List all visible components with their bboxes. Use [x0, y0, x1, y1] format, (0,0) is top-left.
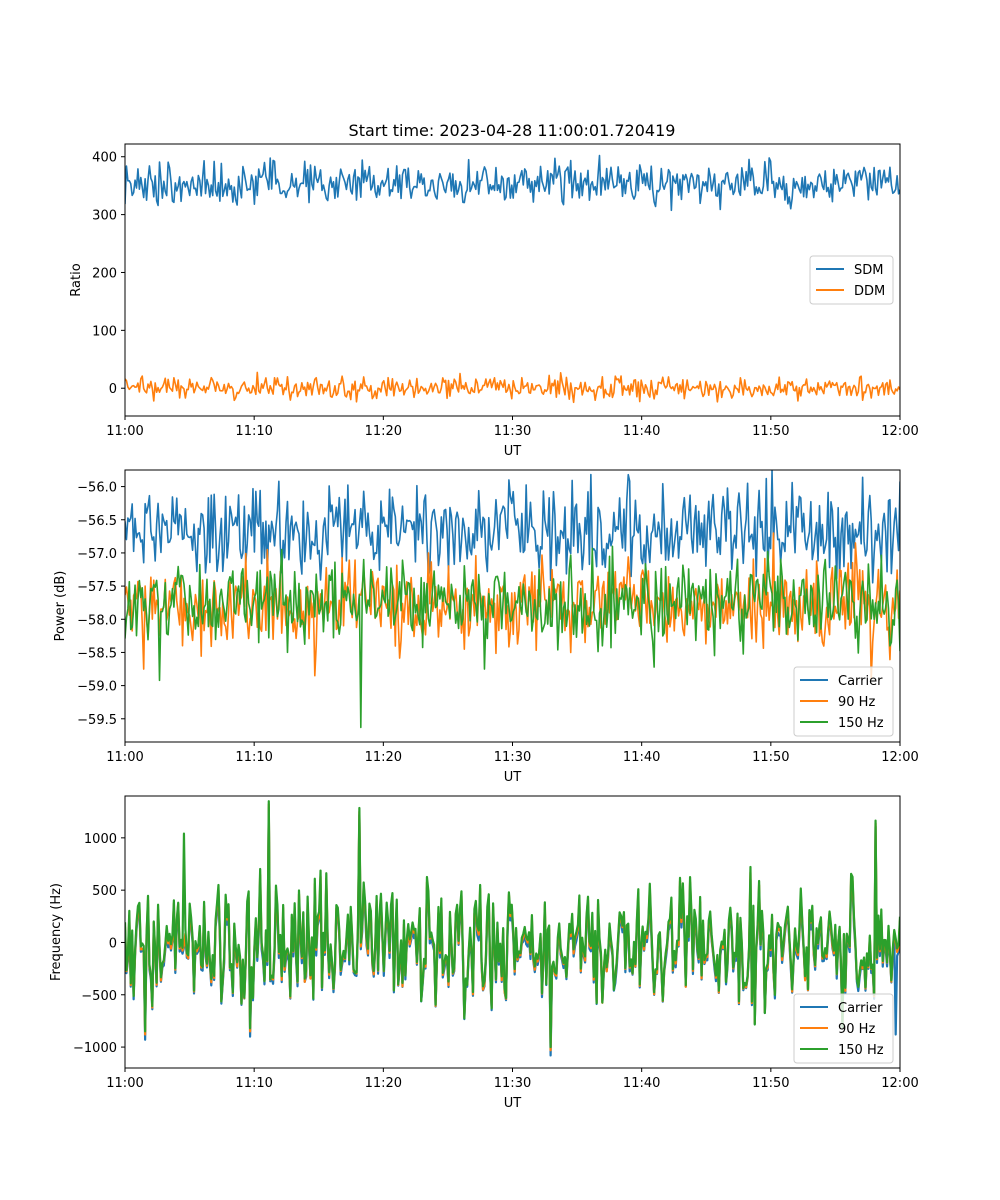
y-tick-label: 1000 — [84, 832, 117, 847]
x-tick-label: 11:50 — [752, 1076, 789, 1091]
plot-area-1 — [125, 154, 900, 404]
chart-panel-2: 11:00 11:10 11:20 11:30 11:40 11:50 12:00 UT −56… — [53, 469, 919, 785]
x-tick-label: 11:10 — [235, 1076, 272, 1091]
x-tick-label: 11:40 — [623, 1076, 660, 1091]
x-tick-label: 11:10 — [235, 750, 272, 765]
x-tick-label: 11:00 — [106, 424, 143, 439]
x-tick-label: 11:30 — [494, 424, 531, 439]
y-tick-label: 0 — [109, 936, 117, 951]
x-tick-label: 12:00 — [881, 1076, 918, 1091]
x-tick-label: 12:00 — [881, 750, 918, 765]
plot-area-2 — [125, 470, 900, 729]
legend-entry: 150 Hz — [838, 1043, 884, 1058]
y-tick-label: −56.0 — [77, 481, 117, 496]
y-tick-label: −1000 — [73, 1041, 117, 1056]
x-tick-label: 11:40 — [623, 424, 660, 439]
y-axis-label: Power (dB) — [53, 571, 68, 642]
legend-entry: 150 Hz — [838, 716, 884, 731]
legend-entry: 90 Hz — [838, 695, 875, 710]
x-tick-label: 11:50 — [752, 750, 789, 765]
legend: SDM DDM — [809, 255, 894, 305]
legend-entry: 90 Hz — [838, 1022, 875, 1037]
y-tick-label: 400 — [92, 151, 117, 166]
legend-entry: SDM — [854, 263, 883, 278]
x-tick-label: 11:00 — [106, 750, 143, 765]
y-tick-label: −500 — [81, 989, 117, 1004]
x-tick-label: 11:30 — [494, 750, 531, 765]
y-tick-label: −57.0 — [77, 547, 117, 562]
y-tick-label: −58.0 — [77, 613, 117, 628]
chart-panel-3: 11:00 11:10 11:20 11:30 11:40 11:50 12:00 UT 100… — [49, 795, 919, 1111]
y-tick-label: −56.5 — [77, 514, 117, 529]
x-tick-label: 11:10 — [235, 424, 272, 439]
y-axis-label: Ratio — [69, 263, 84, 296]
chart-panel-1: 11:00 11:10 11:20 11:30 11:40 11:50 12:00 UT 0 10… — [69, 143, 919, 459]
x-tick-label: 12:00 — [881, 424, 918, 439]
legend-box — [793, 666, 894, 737]
x-tick-label: 11:20 — [365, 1076, 402, 1091]
legend: Carrier 90 Hz 150 Hz — [793, 666, 894, 737]
series-line-150-hz — [125, 545, 900, 729]
series-line-carrier — [125, 470, 900, 584]
x-tick-label: 11:30 — [494, 1076, 531, 1091]
x-tick-label: 11:20 — [365, 750, 402, 765]
series-line-150-hz — [125, 800, 900, 1049]
y-tick-label: 200 — [92, 266, 117, 281]
legend-entry: Carrier — [838, 674, 883, 689]
legend-entry: DDM — [854, 284, 885, 299]
x-axis-label: UT — [504, 1096, 522, 1111]
legend: Carrier 90 Hz 150 Hz — [793, 993, 894, 1064]
y-tick-label: 100 — [92, 324, 117, 339]
series-line-sdm — [125, 154, 900, 212]
x-tick-label: 11:50 — [752, 424, 789, 439]
y-tick-label: 0 — [109, 382, 117, 397]
x-tick-label: 11:20 — [365, 424, 402, 439]
y-tick-label: −57.5 — [77, 580, 117, 595]
y-tick-label: 300 — [92, 209, 117, 224]
legend-box — [793, 993, 894, 1064]
figure-title: Start time: 2023-04-28 11:00:01.720419 — [349, 121, 676, 140]
x-tick-label: 11:40 — [623, 750, 660, 765]
y-axis-label: Frequency (Hz) — [49, 883, 64, 981]
y-tick-label: −59.5 — [77, 713, 117, 728]
series-line-ddm — [125, 371, 900, 404]
y-tick-label: −59.0 — [77, 680, 117, 695]
plot-area-3 — [125, 800, 900, 1057]
x-tick-label: 11:00 — [106, 1076, 143, 1091]
y-tick-label: −58.5 — [77, 646, 117, 661]
y-tick-label: 500 — [92, 884, 117, 899]
x-axis-label: UT — [504, 444, 522, 459]
legend-entry: Carrier — [838, 1001, 883, 1016]
x-axis-label: UT — [504, 770, 522, 785]
